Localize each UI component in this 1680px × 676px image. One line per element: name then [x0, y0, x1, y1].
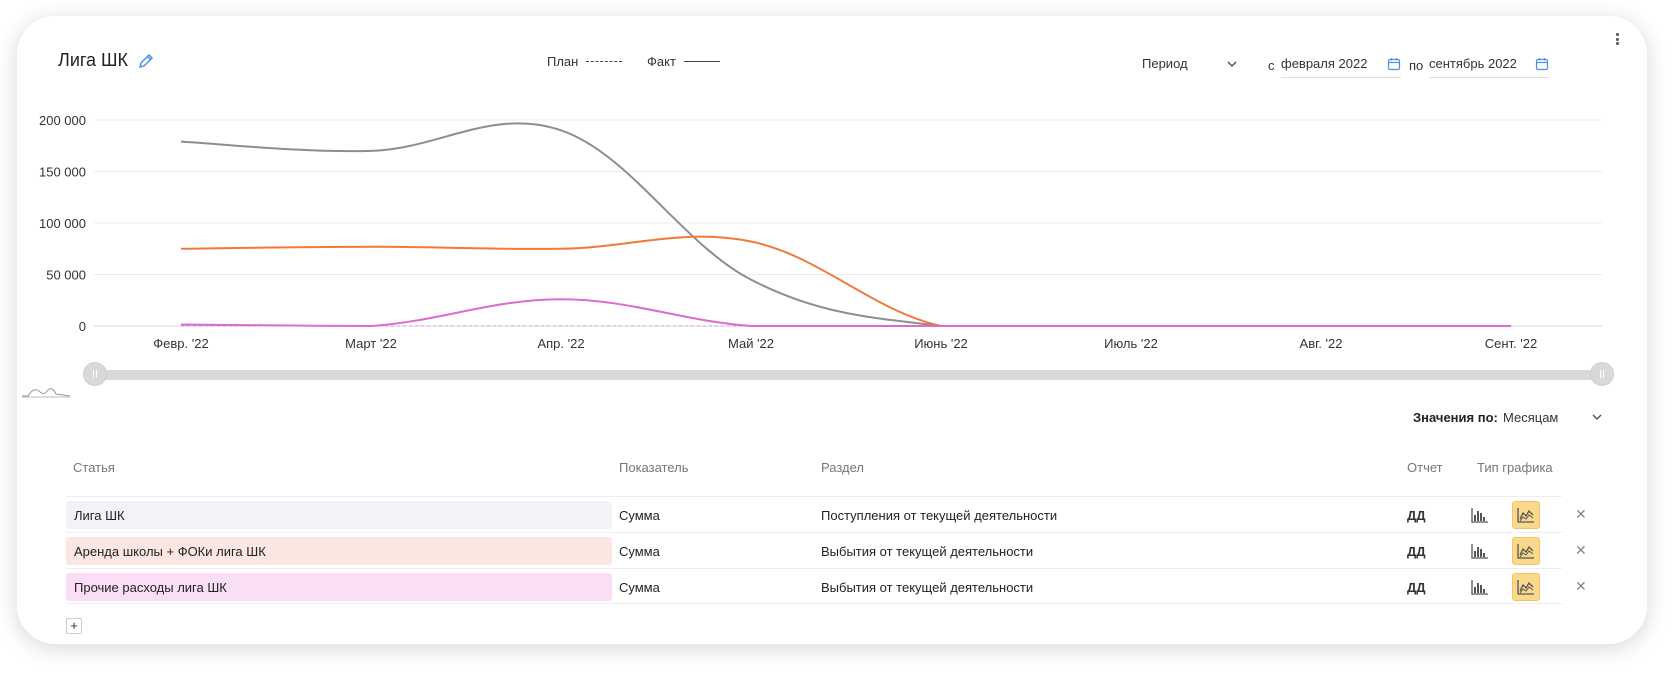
- from-label: с: [1268, 58, 1275, 73]
- chevron-down-icon: [1592, 414, 1602, 421]
- pencil-icon[interactable]: [137, 52, 155, 70]
- indicator-cell: Сумма: [619, 544, 660, 559]
- x-tick-label: Сент. '22: [1485, 336, 1537, 351]
- period-label: Период: [1142, 56, 1188, 71]
- chevron-down-icon: [1227, 61, 1237, 68]
- section-cell: Выбытия от текущей деятельности: [821, 580, 1034, 595]
- y-tick-label: 50 000: [46, 268, 86, 283]
- legend-plan: План: [547, 54, 623, 69]
- indicator-cell: Сумма: [619, 580, 660, 595]
- section-cell: Выбытия от текущей деятельности: [821, 544, 1034, 559]
- table-row: Прочие расходы лига ШК Сумма Выбытия от …: [66, 568, 1587, 604]
- legend-fact: Факт: [647, 54, 720, 69]
- column-header-chart-type: Тип графика: [1477, 460, 1553, 475]
- series-line-0: [180, 122, 1511, 328]
- bar-chart-icon[interactable]: [1466, 537, 1494, 565]
- kebab-menu-icon[interactable]: [1614, 30, 1620, 48]
- values-by-label: Значения по:: [1413, 410, 1498, 425]
- calendar-icon[interactable]: [1535, 57, 1549, 71]
- area-chart-icon[interactable]: [1512, 501, 1540, 529]
- x-tick-label: Июнь '22: [914, 336, 968, 351]
- mini-preview-icon: [22, 388, 70, 398]
- series-line-2: [180, 298, 1511, 328]
- date-from-field[interactable]: февраля 2022: [1281, 56, 1401, 78]
- range-end-handle[interactable]: [1590, 362, 1614, 386]
- date-to-value: сентябрь 2022: [1429, 56, 1517, 71]
- y-tick-label: 0: [79, 319, 86, 334]
- values-by-value: Месяцам: [1503, 410, 1559, 425]
- close-icon[interactable]: ✕: [1575, 506, 1587, 522]
- table-row: Аренда школы + ФОКи лига ШК Сумма Выбыти…: [66, 532, 1587, 568]
- x-tick-label: Июль '22: [1104, 336, 1158, 351]
- article-cell[interactable]: Лига ШК: [66, 501, 612, 529]
- page-title: Лига ШК: [58, 50, 129, 70]
- line-chart: 0 50 000 100 000 150 000 200 000 Февр. '22 Мар…: [39, 113, 1602, 351]
- bar-chart-icon[interactable]: [1466, 573, 1494, 601]
- article-cell[interactable]: Прочие расходы лига ШК: [66, 573, 612, 601]
- date-from-value: февраля 2022: [1281, 56, 1368, 71]
- solid-line-icon: [683, 61, 720, 62]
- area-chart-icon[interactable]: [1512, 573, 1540, 601]
- indicator-cell: Сумма: [619, 508, 660, 523]
- x-tick-label: Апр. '22: [537, 336, 584, 351]
- legend-plan-label: План: [547, 54, 579, 69]
- report-cell: ДД: [1407, 508, 1426, 523]
- area-chart-icon[interactable]: [1512, 537, 1540, 565]
- column-header-article: Статья: [73, 460, 115, 475]
- y-tick-label: 150 000: [39, 165, 86, 180]
- to-label: по: [1409, 58, 1424, 73]
- range-start-handle[interactable]: [83, 362, 107, 386]
- plus-icon[interactable]: +: [66, 618, 82, 634]
- calendar-icon[interactable]: [1387, 57, 1401, 71]
- x-tick-label: Май '22: [728, 336, 774, 351]
- section-cell: Поступления от текущей деятельности: [821, 508, 1058, 523]
- x-tick-label: Февр. '22: [153, 336, 208, 351]
- article-cell[interactable]: Аренда школы + ФОКи лига ШК: [66, 537, 612, 565]
- x-tick-label: Авг. '22: [1300, 336, 1343, 351]
- y-tick-label: 200 000: [39, 113, 86, 128]
- x-tick-label: Март '22: [345, 336, 397, 351]
- column-header-report: Отчет: [1407, 460, 1443, 475]
- column-header-section: Раздел: [821, 460, 864, 475]
- period-select[interactable]: Период: [1142, 56, 1242, 71]
- y-tick-label: 100 000: [39, 216, 86, 231]
- date-to-field[interactable]: сентябрь 2022: [1429, 56, 1549, 78]
- legend-fact-label: Факт: [647, 54, 676, 69]
- report-cell: ДД: [1407, 580, 1426, 595]
- table-row: Лига ШК Сумма Поступления от текущей дея…: [66, 496, 1587, 532]
- range-scroller-track[interactable]: [84, 370, 1612, 380]
- close-icon[interactable]: ✕: [1575, 578, 1587, 594]
- column-header-indicator: Показатель: [619, 460, 689, 475]
- close-icon[interactable]: ✕: [1575, 542, 1587, 558]
- report-cell: ДД: [1407, 544, 1426, 559]
- bar-chart-icon[interactable]: [1466, 501, 1494, 529]
- values-by-select[interactable]: Месяцам: [1503, 410, 1605, 425]
- dashed-line-icon: [586, 61, 623, 62]
